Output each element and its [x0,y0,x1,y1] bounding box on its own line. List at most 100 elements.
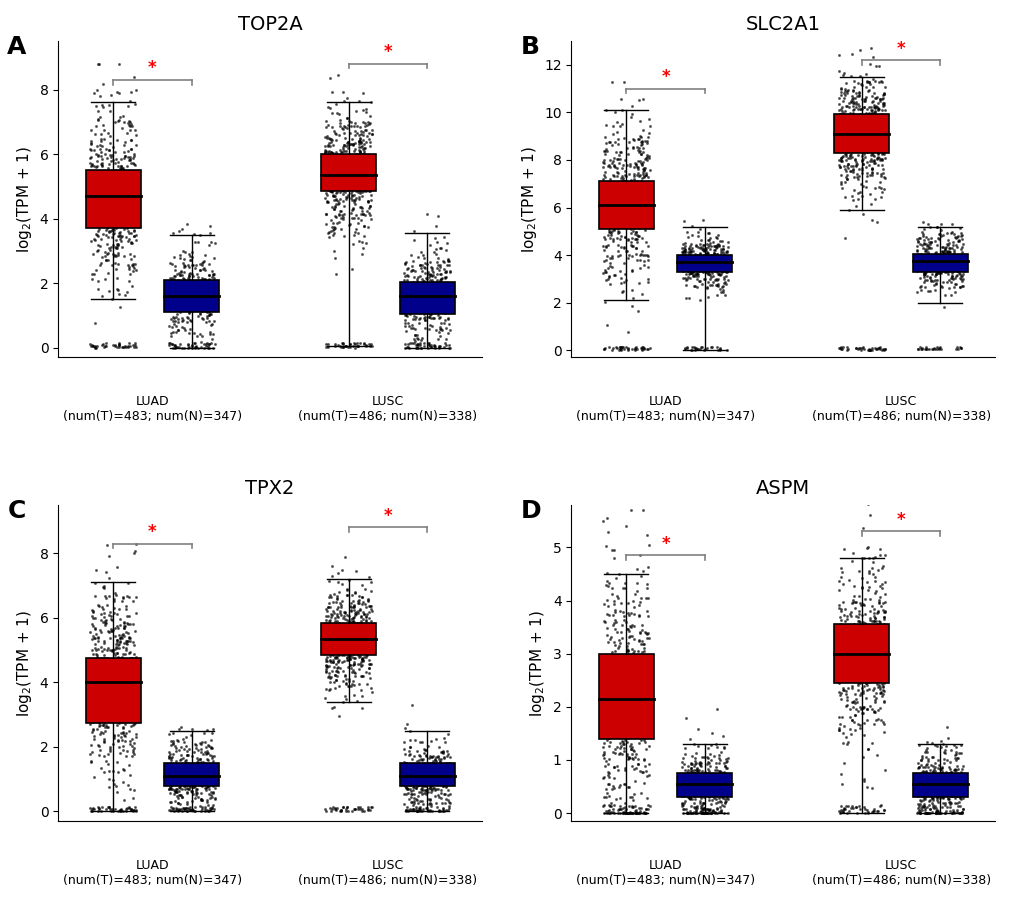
Point [182,779,199,794]
Point [629,671,645,686]
Point [196,340,212,354]
Point [337,667,354,682]
Point [87,233,103,247]
Point [352,186,368,200]
Point [111,713,127,728]
Point [192,256,208,271]
Point [599,777,615,791]
Point [440,298,457,312]
Point [829,723,846,737]
Point [355,115,371,129]
Point [692,274,708,289]
Point [111,185,127,199]
Point [855,622,871,637]
Point [110,245,126,260]
Point [124,750,141,764]
Point [334,664,351,678]
Point [344,594,361,608]
Point [180,778,197,793]
Point [332,210,348,225]
Point [124,706,141,721]
Point [342,643,359,658]
Point [914,760,930,775]
Point [715,271,732,285]
Point [693,805,709,820]
Point [357,102,373,116]
Point [356,646,372,660]
Point [594,155,610,170]
Point [184,767,201,781]
Point [691,794,707,808]
Point [870,657,887,671]
Point [942,796,958,810]
Point [708,339,725,354]
Point [99,624,115,639]
Point [427,788,443,803]
Point [327,167,343,181]
Point [328,613,344,628]
Point [358,180,374,195]
Point [609,711,626,725]
Point [114,693,130,707]
Point [427,323,443,337]
Point [344,338,361,353]
Point [317,665,333,679]
Point [160,764,176,778]
Point [844,700,860,714]
Point [598,733,614,748]
Point [676,271,692,285]
Point [606,179,623,194]
Point [424,767,440,781]
Point [353,207,369,221]
Point [181,253,198,267]
Point [110,695,126,709]
Point [867,663,883,677]
Point [324,664,340,678]
Point [624,180,640,195]
Point [112,631,128,646]
Point [164,337,180,352]
Point [699,262,715,276]
Point [622,619,638,633]
Point [411,756,427,770]
Point [324,802,340,816]
Point [699,252,715,266]
Point [620,146,636,161]
Point [921,802,937,816]
Point [102,129,118,143]
Point [431,325,447,339]
Point [325,124,341,138]
Point [167,781,183,796]
Point [92,704,108,718]
Point [620,621,636,636]
Point [350,338,366,353]
Point [424,756,440,770]
Point [711,779,728,794]
Point [932,789,949,804]
Point [940,795,956,809]
Point [835,642,851,657]
Point [628,204,644,218]
Point [85,680,101,695]
Point [171,766,187,780]
Point [714,284,731,299]
Point [112,612,128,626]
Point [852,343,868,357]
Point [595,805,611,820]
Point [108,633,124,648]
Point [111,86,127,100]
Point [859,629,875,643]
Point [328,170,344,185]
Point [641,217,657,232]
Point [171,297,187,311]
Point [851,69,867,83]
Point [327,624,343,639]
Point [192,262,208,277]
Point [638,696,654,711]
Point [184,275,201,290]
Point [693,257,709,272]
Point [681,264,697,279]
Point [199,776,215,790]
Point [700,803,716,817]
Point [685,269,701,283]
